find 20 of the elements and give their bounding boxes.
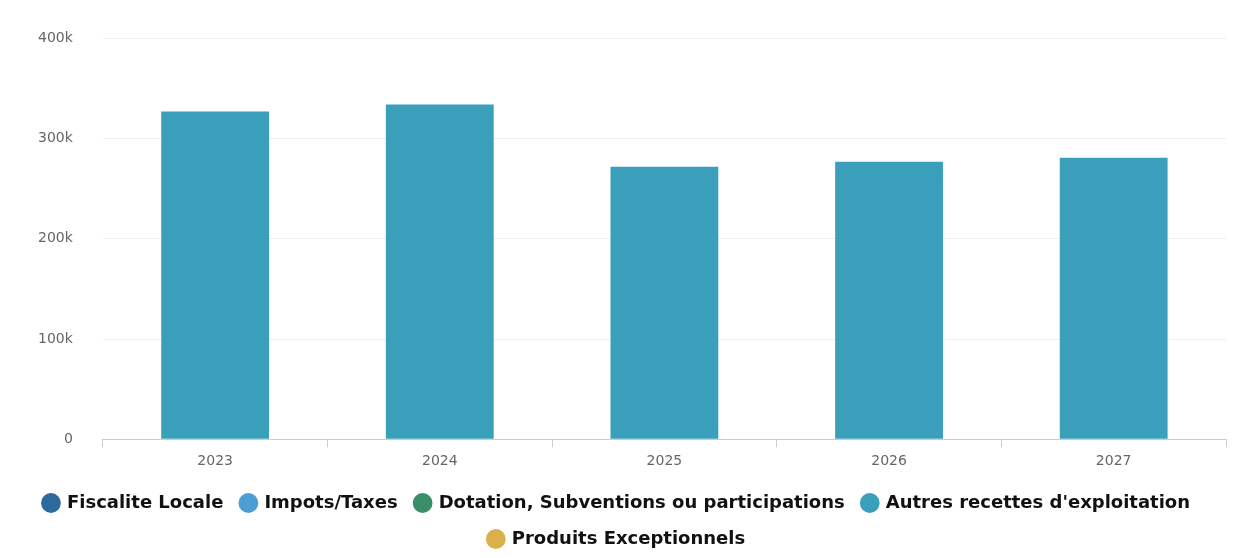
y-tick-label: 200k bbox=[37, 229, 74, 246]
x-tick-label: 2026 bbox=[871, 452, 907, 469]
legend-label: Produits Exceptionnels bbox=[511, 526, 746, 548]
bar bbox=[835, 161, 943, 439]
x-tick-label: 2024 bbox=[421, 452, 458, 469]
x-tick-label: 2023 bbox=[197, 452, 233, 469]
y-tick-label: 300k bbox=[37, 129, 74, 146]
bar bbox=[385, 104, 494, 439]
y-tick-label: 100k bbox=[37, 329, 74, 346]
bar bbox=[161, 111, 270, 439]
legend-label: Fiscalite Locale bbox=[66, 490, 224, 512]
y-tick-label: 0 bbox=[63, 429, 73, 446]
x-tick-label: 2027 bbox=[1095, 452, 1132, 469]
legend-label: Impots/Taxes bbox=[264, 490, 398, 512]
legend-label: Autres recettes d'exploitation bbox=[885, 490, 1191, 512]
x-tick-label: 2025 bbox=[646, 452, 683, 469]
bar bbox=[610, 166, 719, 439]
bar bbox=[1059, 157, 1168, 439]
legend-label: Dotation, Subventions ou participations bbox=[438, 490, 845, 512]
y-tick-label: 400k bbox=[37, 29, 74, 46]
